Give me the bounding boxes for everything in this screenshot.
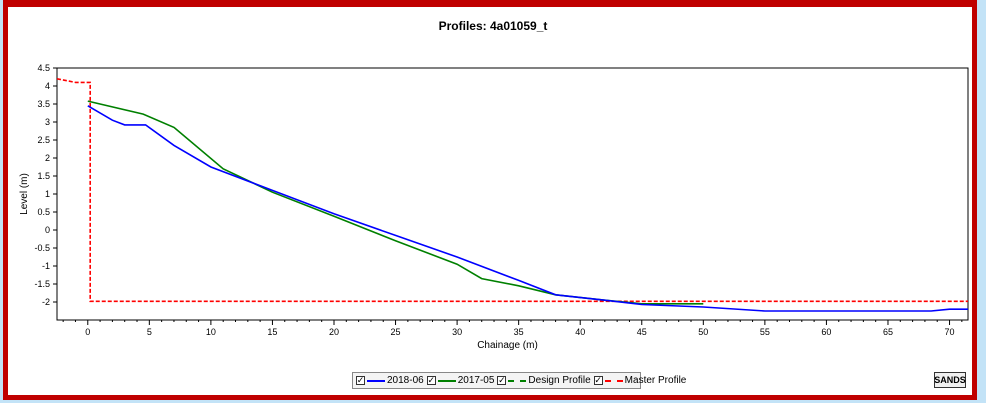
y-tick-label: -1	[42, 261, 50, 271]
y-tick-label: 3	[45, 117, 50, 127]
y-tick-label: 0	[45, 225, 50, 235]
x-tick-label: 10	[206, 327, 216, 337]
y-tick-label: 0.5	[37, 207, 50, 217]
x-tick-label: 25	[391, 327, 401, 337]
y-tick-label: 1	[45, 189, 50, 199]
x-axis-label: Chainage (m)	[477, 340, 538, 351]
x-tick-label: 0	[85, 327, 90, 337]
legend-checkbox-design-profile[interactable]: ✓	[497, 375, 507, 385]
x-tick-label: 60	[821, 327, 831, 337]
x-tick-label: 55	[760, 327, 770, 337]
legend-swatch-2018-06	[367, 379, 385, 382]
x-tick-label: 20	[329, 327, 339, 337]
x-tick-label: 30	[452, 327, 462, 337]
series-line-2018-06	[87, 105, 968, 312]
y-tick-label: -0.5	[34, 243, 50, 253]
legend-label-2017-05: 2017-05	[457, 375, 495, 386]
legend-swatch-master-profile	[604, 379, 623, 382]
x-tick-label: 40	[575, 327, 585, 337]
sands-logo-button[interactable]: SANDS	[934, 372, 966, 388]
y-axis-label: Level (m)	[19, 173, 30, 215]
legend-checkbox-2018-06[interactable]: ✓	[356, 375, 365, 385]
legend-swatch-design-profile	[508, 379, 527, 382]
legend-swatch-2017-05	[437, 379, 456, 382]
plot-area	[56, 67, 969, 321]
x-tick-label: 45	[637, 327, 647, 337]
x-tick-label: 50	[698, 327, 708, 337]
chart-title: Profiles: 4a01059_t	[438, 19, 548, 33]
x-tick-label: 15	[267, 327, 277, 337]
legend-label-master-profile: Master Profile	[624, 375, 687, 386]
y-tick-label: 2	[45, 153, 50, 163]
legend: ✓ 2018-06 ✓ 2017-05 ✓ Design Profile ✓ M…	[352, 372, 686, 389]
legend-checkbox-master-profile[interactable]: ✓	[593, 375, 603, 385]
y-tick-label: 3.5	[37, 99, 50, 109]
legend-item-2017-05[interactable]: ✓ 2017-05	[426, 375, 495, 386]
x-tick-label: 5	[147, 327, 152, 337]
y-tick-label: 2.5	[37, 135, 50, 145]
x-tick-label: 70	[945, 327, 955, 337]
legend-checkbox-2017-05[interactable]: ✓	[426, 375, 436, 385]
y-tick-label: 1.5	[37, 171, 50, 181]
x-tick-label: 65	[883, 327, 893, 337]
x-tick-label: 35	[514, 327, 524, 337]
legend-item-master-profile[interactable]: ✓ Master Profile	[593, 375, 687, 386]
legend-label-design-profile: Design Profile	[528, 375, 591, 386]
y-tick-label: 4.5	[37, 63, 50, 73]
y-tick-label: 4	[45, 81, 50, 91]
legend-item-design-profile[interactable]: ✓ Design Profile	[497, 375, 591, 386]
series-line-master-profile	[57, 78, 968, 303]
legend-item-2018-06[interactable]: ✓ 2018-06	[356, 375, 424, 386]
y-tick-label: -2	[42, 297, 50, 307]
legend-label-2018-06: 2018-06	[387, 375, 424, 386]
y-tick-label: -1.5	[34, 279, 50, 289]
